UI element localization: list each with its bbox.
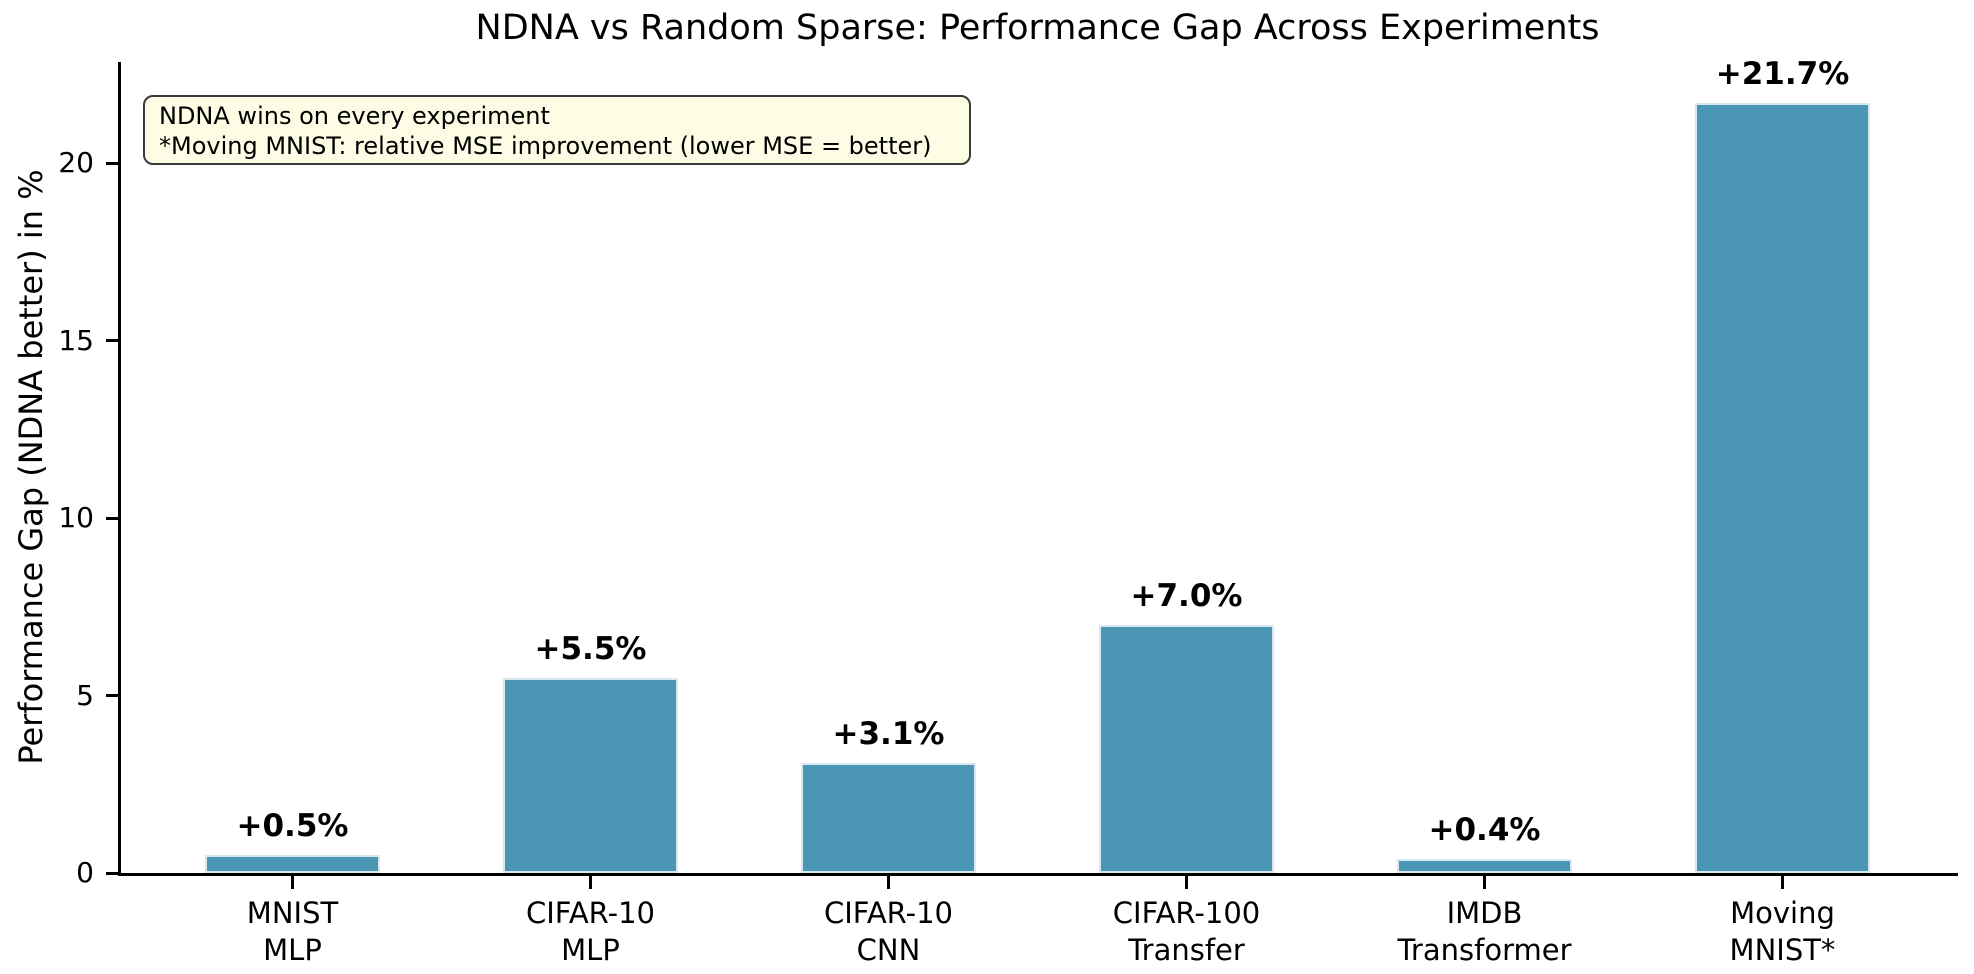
bar — [205, 855, 380, 873]
x-category-label-line: CNN — [856, 933, 921, 967]
x-axis-spine — [118, 873, 1958, 876]
x-category-label-line: Transfer — [1128, 933, 1245, 967]
x-category-label: IMDB Transformer — [1325, 895, 1645, 969]
x-category-label-line: MNIST* — [1729, 933, 1836, 967]
y-axis-label: Performance Gap (NDNA better) in % — [12, 169, 50, 765]
bar — [1695, 103, 1870, 873]
bar-value-label: +7.0% — [1130, 577, 1243, 614]
x-category-label: CIFAR-10 CNN — [729, 895, 1049, 969]
bar — [1397, 858, 1572, 873]
y-tick-label: 20 — [58, 146, 94, 180]
bar — [503, 677, 678, 873]
x-category-label: CIFAR-100 Transfer — [1027, 895, 1347, 969]
y-tick-label: 5 — [76, 678, 94, 712]
x-category-label: CIFAR-10 MLP — [431, 895, 751, 969]
x-category-label-line: MNIST — [246, 896, 339, 930]
x-tick-mark — [1483, 876, 1486, 889]
y-tick-label: 10 — [58, 501, 94, 535]
x-category-label: MNIST MLP — [133, 895, 453, 969]
bar — [1099, 624, 1274, 873]
bar-value-label: +3.1% — [832, 716, 945, 753]
y-tick-mark — [106, 694, 120, 698]
y-tick-mark — [106, 871, 120, 875]
x-category-label-line: Transformer — [1397, 933, 1572, 967]
bar — [801, 763, 976, 873]
y-tick-label: 15 — [58, 323, 94, 357]
x-category-label: Moving MNIST* — [1623, 895, 1943, 969]
bar-value-label: +21.7% — [1715, 56, 1850, 93]
x-category-label-line: Moving — [1730, 896, 1835, 930]
x-category-label-line: MLP — [561, 933, 620, 967]
x-category-label-line: IMDB — [1446, 896, 1523, 930]
x-tick-mark — [887, 876, 890, 889]
y-axis-spine — [118, 62, 121, 876]
annotation-line-1: NDNA wins on every experiment — [159, 102, 550, 130]
y-tick-mark — [106, 339, 120, 343]
y-tick-mark — [106, 516, 120, 520]
x-tick-mark — [589, 876, 592, 889]
x-tick-mark — [1781, 876, 1784, 889]
x-tick-mark — [1185, 876, 1188, 889]
y-tick-mark — [106, 161, 120, 165]
x-tick-mark — [291, 876, 294, 889]
annotation-box: NDNA wins on every experiment *Moving MN… — [143, 95, 971, 165]
chart-title: NDNA vs Random Sparse: Performance Gap A… — [475, 8, 1600, 48]
bar-value-label: +0.4% — [1428, 811, 1541, 848]
x-category-label-line: CIFAR-100 — [1112, 896, 1261, 930]
y-tick-label: 0 — [76, 856, 94, 889]
x-category-label-line: CIFAR-10 — [526, 896, 655, 930]
bar-value-label: +0.5% — [236, 808, 349, 845]
annotation-line-2: *Moving MNIST: relative MSE improvement … — [159, 132, 932, 160]
x-category-label-line: CIFAR-10 — [824, 896, 953, 930]
bar-value-label: +5.5% — [534, 630, 647, 667]
x-category-label-line: MLP — [263, 933, 322, 967]
